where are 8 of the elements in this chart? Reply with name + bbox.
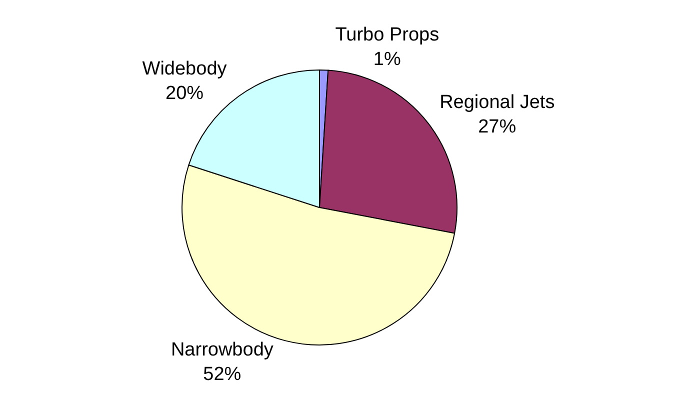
data-label: 20% <box>166 83 204 104</box>
slice-label: Widebody <box>142 58 228 80</box>
data-label: 27% <box>478 116 516 138</box>
slice-label: Turbo Props <box>335 24 440 46</box>
data-label: 52% <box>203 364 242 385</box>
slice-label: Narrowbody <box>170 339 274 360</box>
data-label: 1% <box>373 49 401 70</box>
slice-label: Regional Jets <box>440 92 555 113</box>
